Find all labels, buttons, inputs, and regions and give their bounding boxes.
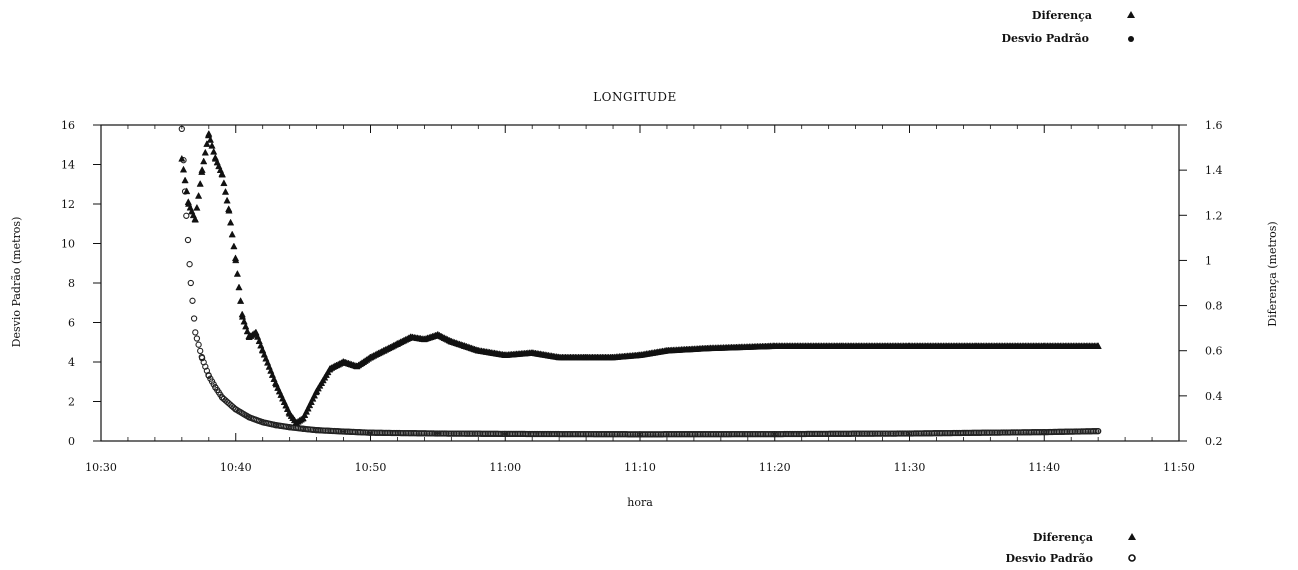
legend-bottom-label-desvio-padrao: Desvio Padrão <box>1005 552 1093 565</box>
x-axis: 10:30 10:40 10:50 11:00 11:10 11:20 11:30 11:40… <box>85 125 1195 474</box>
y-axis-left-label: Desvio Padrão (metros) <box>10 217 23 348</box>
y-left-tick-label: 12 <box>61 198 75 211</box>
data-point-diferenca <box>221 180 227 186</box>
legend-bottom-label-diferenca: Diferença <box>1033 531 1093 544</box>
data-point-diferenca <box>201 158 207 164</box>
legend-bottom-triangle-marker <box>1128 533 1136 540</box>
legend-top-filled-circle-marker <box>1128 36 1134 42</box>
x-tick-label: 11:50 <box>1163 461 1195 474</box>
x-tick-label: 11:40 <box>1028 461 1060 474</box>
data-point-diferenca <box>202 149 208 155</box>
y-axis-left: 0 2 4 6 8 10 12 14 16 <box>61 119 101 448</box>
y-right-tick-label: 0.4 <box>1205 390 1223 403</box>
data-point-diferenca <box>179 155 185 161</box>
legend-bottom-open-circle-marker <box>1129 555 1135 561</box>
y-axis-right-label: Diferença (metros) <box>1266 221 1279 326</box>
y-right-tick-label: 1.6 <box>1205 119 1223 132</box>
legend-top: Diferença Desvio Padrão <box>1001 9 1135 45</box>
data-point-diferenca <box>231 243 237 249</box>
data-point-diferenca <box>197 181 203 187</box>
y-left-tick-label: 14 <box>61 159 75 172</box>
data-point-diferenca <box>229 231 235 237</box>
y-left-tick-label: 8 <box>68 277 75 290</box>
chart-title: LONGITUDE <box>593 90 677 104</box>
data-point-desvio-padrao <box>193 330 198 335</box>
y-left-tick-label: 6 <box>68 317 75 330</box>
data-point-diferenca <box>222 189 228 195</box>
plot-area-frame <box>101 125 1179 441</box>
data-point-desvio-padrao <box>188 280 193 285</box>
data-point-diferenca <box>224 197 230 203</box>
y-left-tick-label: 0 <box>68 435 75 448</box>
data-point-desvio-padrao <box>185 237 190 242</box>
y-right-tick-label: 1.2 <box>1205 209 1223 222</box>
series-diferenca <box>179 131 1102 426</box>
legend-top-label-desvio-padrao: Desvio Padrão <box>1001 32 1089 45</box>
data-point-diferenca <box>206 131 212 137</box>
legend-bottom: Diferença Desvio Padrão <box>1005 531 1136 565</box>
data-point-desvio-padrao <box>194 336 199 341</box>
y-right-tick-label: 0.2 <box>1205 435 1223 448</box>
data-point-diferenca <box>194 204 200 210</box>
legend-top-label-diferenca: Diferença <box>1032 9 1092 22</box>
x-tick-label: 11:00 <box>489 461 521 474</box>
x-axis-label: hora <box>627 496 653 509</box>
y-left-tick-label: 10 <box>61 238 75 251</box>
data-point-diferenca <box>227 219 233 225</box>
x-tick-label: 10:30 <box>85 461 117 474</box>
y-left-tick-label: 2 <box>68 396 75 409</box>
data-point-diferenca <box>211 148 217 154</box>
data-point-desvio-padrao <box>187 262 192 267</box>
data-point-diferenca <box>236 284 242 290</box>
legend-top-triangle-marker <box>1127 11 1135 18</box>
data-point-desvio-padrao <box>196 342 201 347</box>
x-tick-label: 10:50 <box>355 461 387 474</box>
x-tick-label: 11:10 <box>624 461 656 474</box>
data-point-diferenca <box>199 167 205 173</box>
y-axis-right: 0.2 0.4 0.6 0.8 1 1.2 1.4 1.6 <box>1179 119 1223 448</box>
y-right-tick-label: 1.4 <box>1205 164 1223 177</box>
data-point-desvio-padrao <box>192 316 197 321</box>
y-left-tick-label: 16 <box>61 119 75 132</box>
x-tick-label: 11:30 <box>894 461 926 474</box>
data-point-diferenca <box>234 271 240 277</box>
data-point-diferenca <box>182 177 188 183</box>
data-point-diferenca <box>195 193 201 199</box>
data-point-desvio-padrao <box>198 348 203 353</box>
y-right-tick-label: 1 <box>1205 254 1212 267</box>
data-point-diferenca <box>209 142 215 148</box>
data-point-diferenca <box>180 166 186 172</box>
y-right-tick-label: 0.6 <box>1205 345 1223 358</box>
y-right-tick-label: 0.8 <box>1205 300 1223 313</box>
x-tick-label: 10:40 <box>220 461 252 474</box>
x-tick-label: 11:20 <box>759 461 791 474</box>
data-point-desvio-padrao <box>184 213 189 218</box>
y-left-tick-label: 4 <box>68 356 75 369</box>
data-point-diferenca <box>237 298 243 304</box>
data-point-desvio-padrao <box>190 298 195 303</box>
